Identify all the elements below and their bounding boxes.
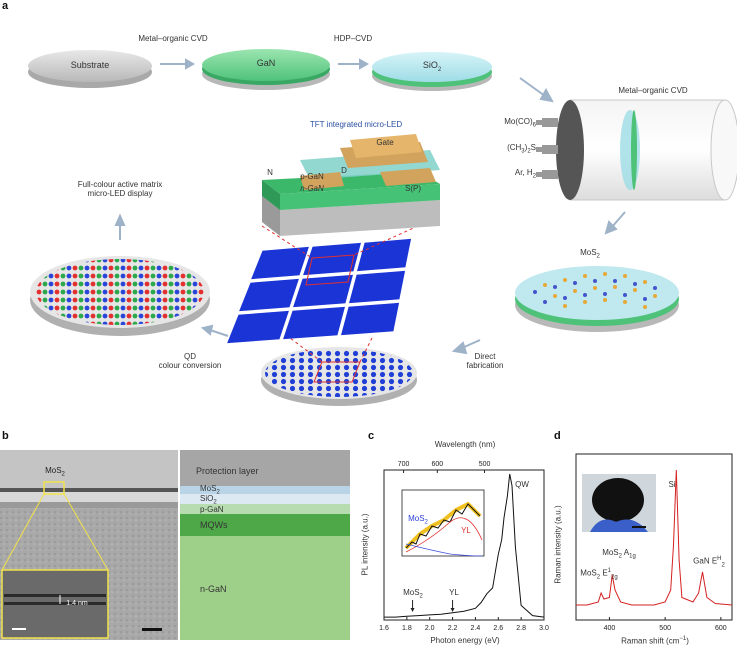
wafer-photo-disk [592, 478, 644, 522]
mos2-disk [515, 266, 679, 332]
pl-xtick-label: 1.8 [402, 625, 412, 632]
pl-inset-data [405, 503, 481, 549]
process-arrows [114, 58, 626, 355]
panel-d: d 400 500 600 Raman intensity (a.u.) Raman… [550, 430, 737, 648]
wafer-photo-scalebar [632, 526, 646, 528]
micro-led-array [224, 237, 413, 345]
substrate-label: Substrate [70, 60, 110, 70]
qd-conversion-label: QD colour conversion [158, 352, 222, 370]
tft-pgan-label: p-GaN [300, 172, 324, 181]
pl-peak-arrowhead [410, 608, 415, 612]
raman-xtick-label: 600 [715, 625, 727, 632]
full-colour-display [30, 256, 210, 336]
sio2-label: SiO2 [422, 60, 442, 73]
blue-led-wafer [261, 347, 417, 406]
pl-top-tick-label: 700 [398, 461, 410, 468]
pl-inset-mos2-fit [405, 543, 483, 557]
hdp-cvd-label: HDP–CVD [333, 34, 373, 43]
pl-yl-label: YL [449, 588, 459, 597]
tft-ngan-label: n-GaN [300, 184, 324, 193]
pl-top-tick-label: 600 [431, 461, 443, 468]
raman-chart: 400 500 600 [575, 453, 733, 632]
pl-qw-label: QW [515, 480, 529, 489]
tft-gate-label: Gate [376, 138, 394, 147]
cvd-tube [536, 99, 737, 201]
raman-ylabel: Raman intensity (a.u.) [553, 505, 563, 584]
gan-disk [202, 49, 330, 90]
panel-c-label: c [368, 430, 375, 442]
layer-mqws: MQWs [200, 520, 228, 530]
raman-plot-frame [575, 453, 733, 621]
mocvd-right-label: Metal–organic CVD [618, 86, 688, 95]
layer-protection: Protection layer [196, 466, 259, 476]
precursor-gas-label: Ar, H2 [514, 168, 536, 180]
sio2-disk [372, 52, 492, 91]
gan-label: GaN [256, 58, 276, 68]
pl-xtick-label: 2.8 [516, 625, 526, 632]
tft-d-label: D [341, 166, 347, 175]
layer-sio2: SiO2 [200, 494, 217, 506]
panel-a-label: a [2, 0, 9, 12]
zoom-connectors [261, 225, 419, 363]
pl-series-line [384, 473, 545, 618]
precursor-dms-label: (CH3)2S [507, 143, 536, 155]
tem-image [0, 450, 178, 640]
panel-a-diagram [28, 49, 737, 406]
panel-d-label: d [554, 430, 561, 442]
pl-xtick-label: 2.2 [448, 625, 458, 632]
tem-scale-label: 1.4 nm [66, 600, 88, 607]
pl-inset-yl-label: YL [461, 526, 471, 535]
tem-mos2-label: MoS2 [45, 466, 65, 478]
panel-b-label: b [2, 430, 9, 442]
wafer-photo-glove [590, 519, 648, 532]
layer-pgan: p-GaN [200, 505, 224, 514]
pl-top-tick-label: 500 [479, 461, 491, 468]
raman-gan-label: GaN EH2 [693, 556, 725, 569]
pl-xlabel: Photon energy (eV) [430, 636, 500, 645]
layer-ngan: n-GaN [200, 584, 227, 594]
pl-inset-frame [401, 489, 485, 557]
raman-mos2-a-label: MoS2 A1g [602, 548, 636, 560]
tft-device [262, 134, 440, 236]
layer-schematic [180, 450, 350, 640]
raman-xlabel: Raman shift (cm−1) [621, 636, 689, 646]
display-label: Full-colour active matrix micro-LED displ… [77, 180, 163, 198]
raman-series-line [576, 469, 733, 606]
pl-chart: 1.6 1.8 2.0 2.2 2.4 2.6 2.8 3.0 700 600 500 [379, 461, 549, 632]
pl-top-axis-label: Wavelength (nm) [434, 440, 496, 449]
tft-n-label: N [267, 168, 273, 177]
raman-xtick-label: 500 [659, 625, 671, 632]
pl-xtick-label: 2.0 [425, 625, 435, 632]
precursor-mo-label: Mo(CO)6 [504, 117, 536, 129]
raman-xtick-label: 400 [604, 625, 616, 632]
pl-xtick-label: 1.6 [379, 625, 389, 632]
panel-c: c 1.6 1.8 2.0 2.2 2.4 2.6 2.8 3.0 700 600 500 Wave… [360, 430, 550, 648]
pl-plot-frame [383, 469, 545, 621]
pl-ylabel: PL intensity (a.u.) [360, 513, 370, 576]
pl-peak-arrowhead [450, 608, 455, 612]
mocvd-top-label: Metal–organic CVD [138, 34, 208, 43]
raman-mos2-e-label: MoS2 E12g [580, 568, 618, 581]
panel-b: b MoS2 1.4 nm Protection layer MoS2 [0, 430, 360, 648]
panel-a: a [2, 0, 737, 406]
pl-inset-yl-fit [405, 517, 483, 553]
substrate-disk [28, 50, 152, 88]
pl-mos2-label: MoS2 [403, 588, 423, 600]
pl-xtick-label: 2.6 [493, 625, 503, 632]
mos2-step-label: MoS2 [580, 248, 600, 260]
tft-sp-label: S(P) [405, 184, 421, 193]
layer-mos2: MoS2 [200, 484, 220, 496]
pl-xtick-label: 3.0 [539, 625, 549, 632]
direct-fabrication-label: Direct fabrication [466, 352, 504, 370]
pl-xtick-label: 2.4 [471, 625, 481, 632]
tft-title: TFT integrated micro-LED [309, 120, 403, 129]
raman-si-label: Si [668, 480, 676, 489]
pl-inset-mos2-label: MoS2 [408, 514, 428, 526]
